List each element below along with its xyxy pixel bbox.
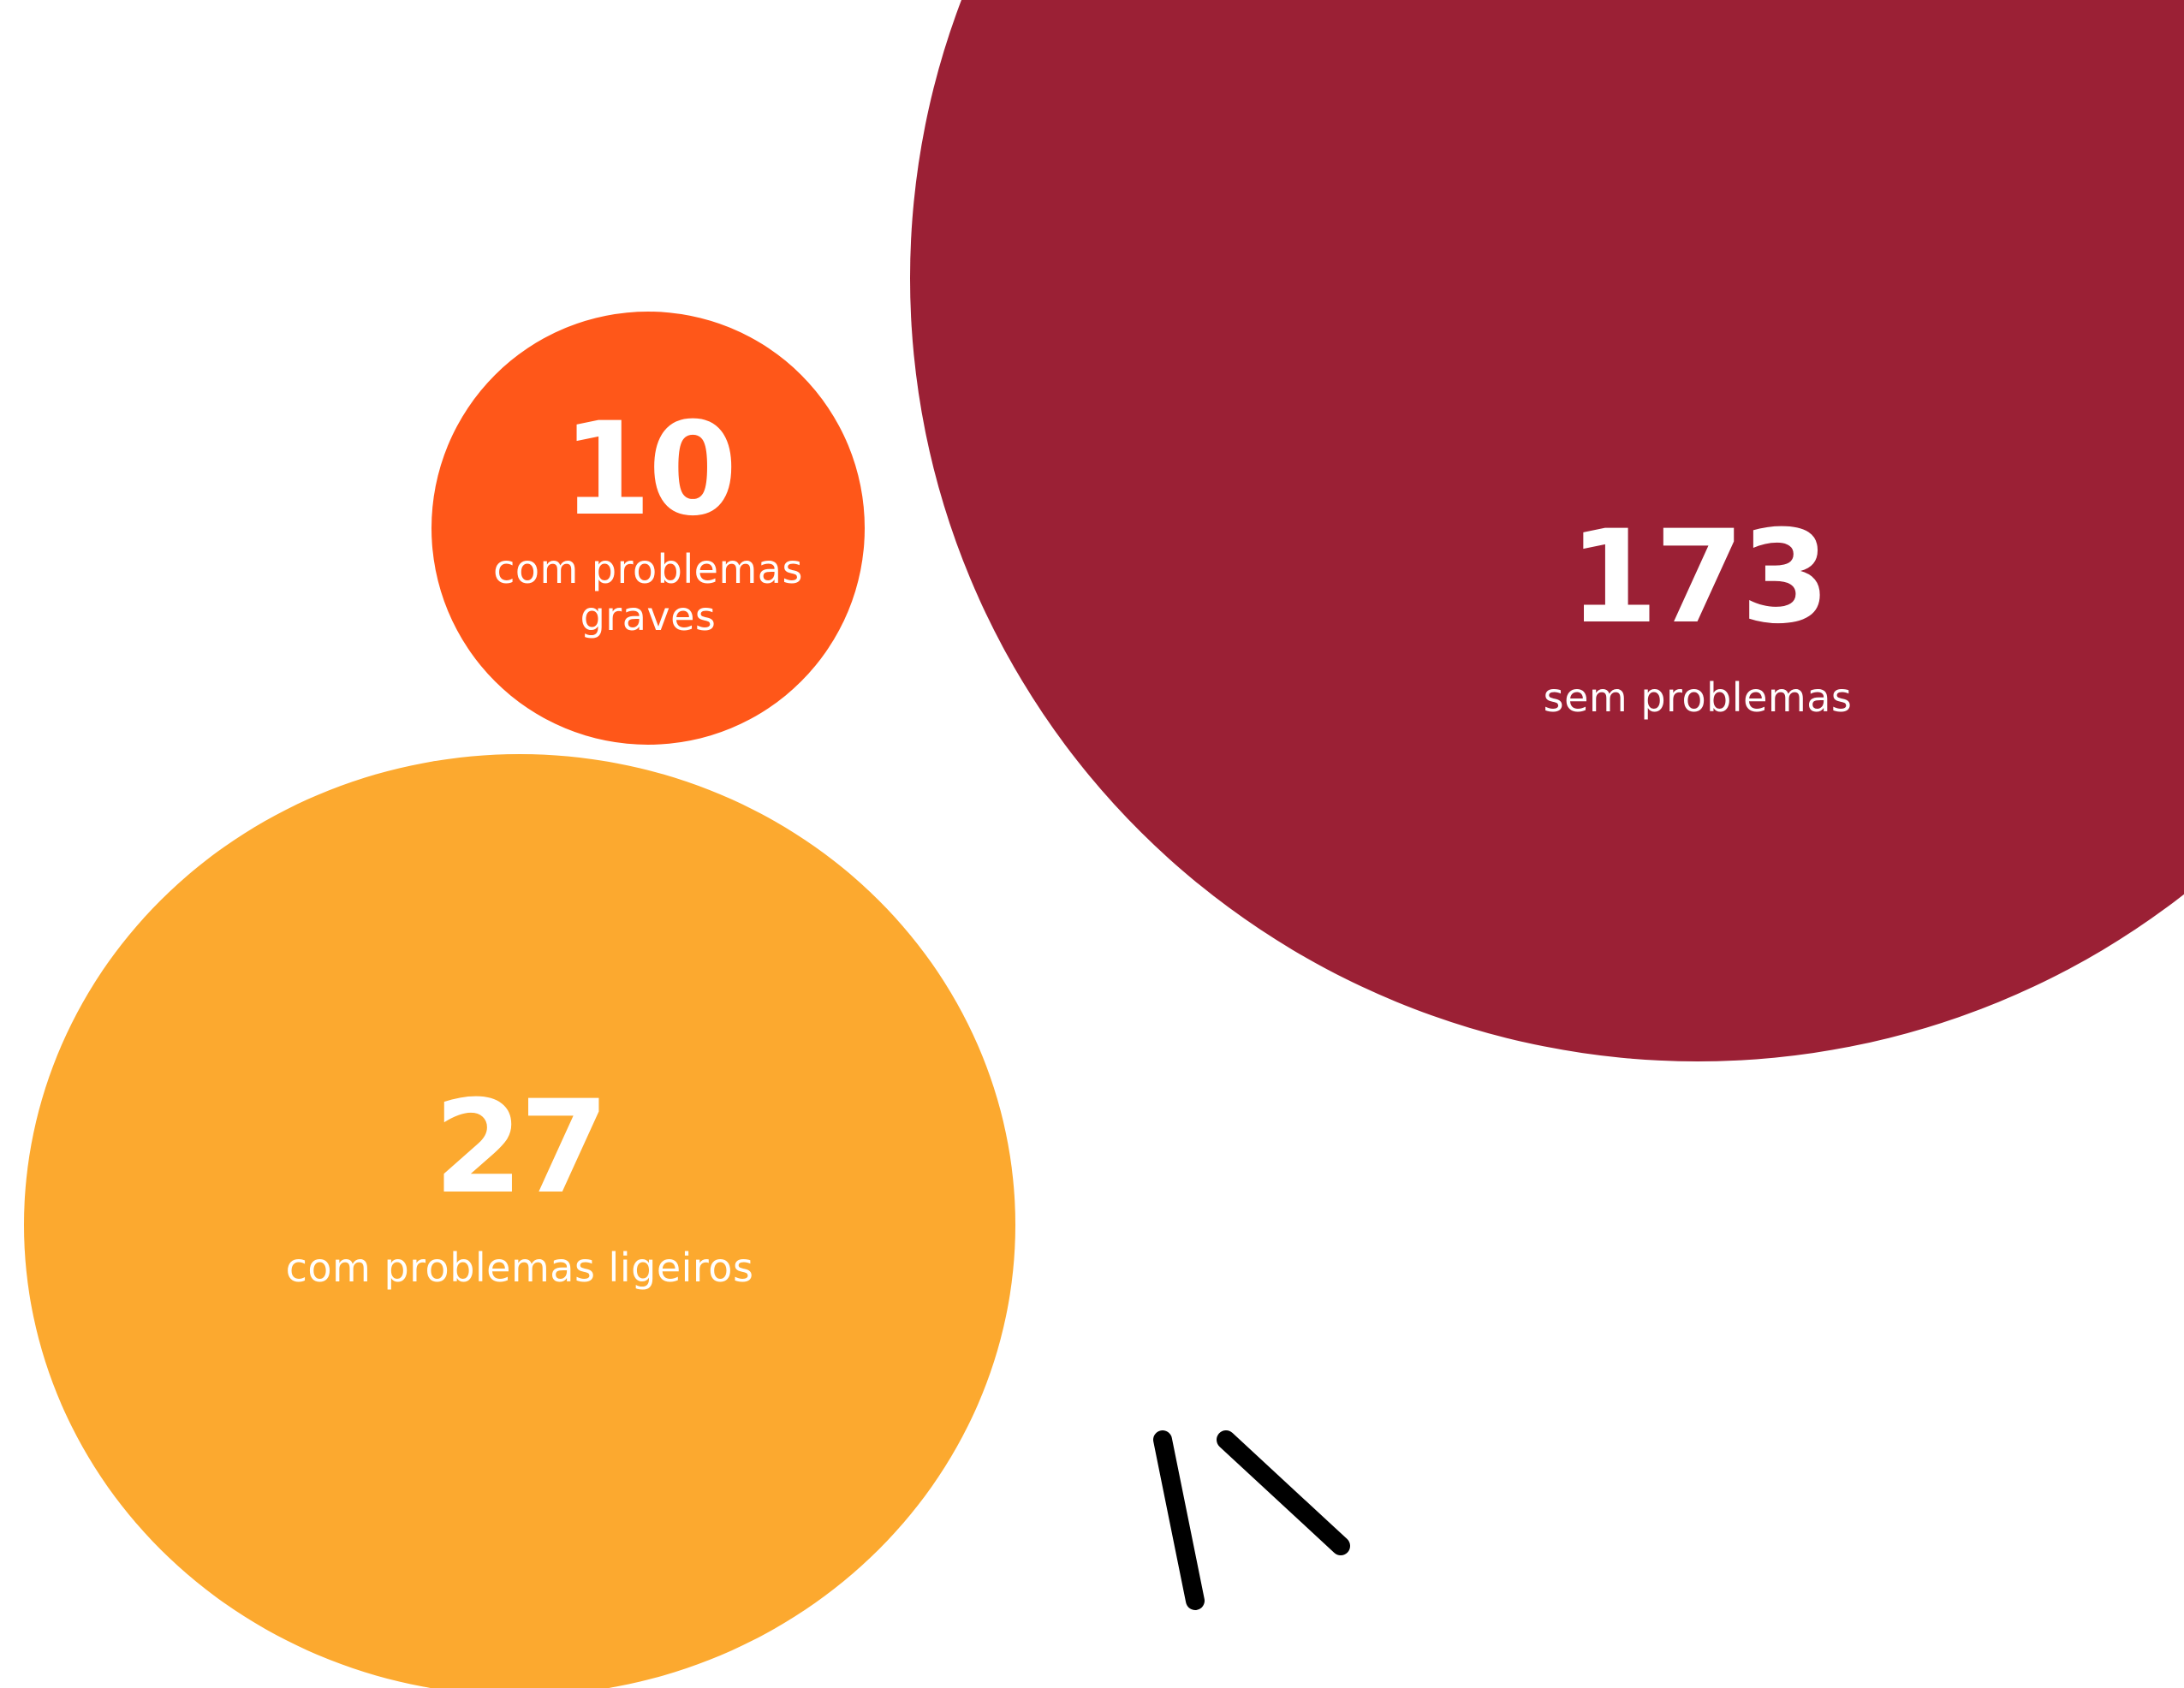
value-sem-problemas: 173 (1568, 503, 1830, 652)
bubble-com-problemas-graves-content: 10 com problemas graves (431, 406, 865, 640)
bubble-sem-problemas-content: 173 sem problemas (910, 514, 2184, 722)
hand-drawn-emphasis-strokes-icon (1153, 1430, 1350, 1610)
bubble-com-problemas-ligeiros: 27 com problemas ligeiros (24, 754, 1015, 1688)
value-com-problemas-ligeiros: 27 (433, 1073, 610, 1222)
bubble-com-problemas-ligeiros-content: 27 com problemas ligeiros (24, 1084, 1015, 1292)
emphasis-stroke-right (1217, 1430, 1350, 1555)
label-sem-problemas: sem problemas (1543, 675, 1853, 721)
emphasis-stroke-left (1153, 1430, 1205, 1610)
value-com-problemas-graves: 10 (562, 395, 738, 544)
bubble-com-problemas-graves: 10 com problemas graves (431, 312, 865, 745)
label-com-problemas-ligeiros: com problemas ligeiros (285, 1245, 754, 1291)
label-com-problemas-graves: com problemas graves (493, 546, 803, 640)
bubble-sem-problemas: 173 sem problemas (910, 0, 2184, 1061)
